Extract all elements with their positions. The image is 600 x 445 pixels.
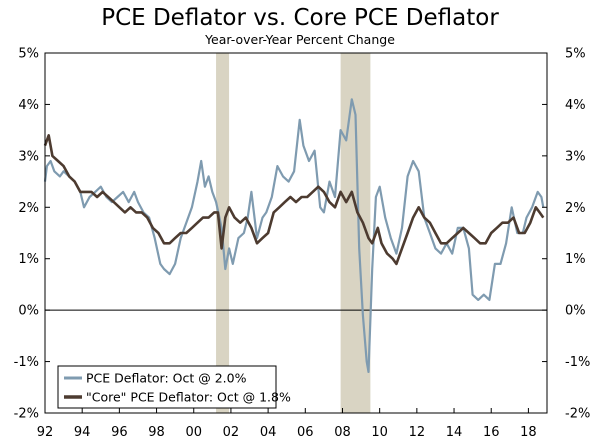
- y-tick-label-left: -1%: [14, 355, 39, 370]
- chart-title: PCE Deflator vs. Core PCE Deflator: [101, 5, 499, 31]
- x-tick-label: 14: [446, 425, 463, 440]
- x-tick-label: 00: [185, 425, 202, 440]
- y-tick-label-left: 4%: [18, 98, 39, 113]
- chart-subtitle: Year-over-Year Percent Change: [205, 32, 395, 47]
- y-tick-label-right: 2%: [565, 201, 586, 216]
- x-tick-label: 92: [37, 425, 54, 440]
- x-tick-label: 02: [223, 425, 240, 440]
- y-tick-label-left: 0%: [18, 304, 39, 319]
- x-tick-label: 08: [334, 425, 351, 440]
- pce-deflator-line: [43, 98, 545, 373]
- x-tick-label: 06: [297, 425, 314, 440]
- y-tick-label-right: 5%: [565, 47, 586, 62]
- x-tick-label: 10: [371, 425, 388, 440]
- y-tick-label-right: -2%: [565, 407, 590, 422]
- y-tick-label-left: 2%: [18, 201, 39, 216]
- y-tick-label-right: 3%: [565, 149, 586, 164]
- legend-box: [57, 365, 277, 409]
- y-tick-label-right: 4%: [565, 98, 586, 113]
- y-tick-label-left: 5%: [18, 47, 39, 62]
- y-tick-label-left: -2%: [14, 407, 39, 422]
- x-tick-label: 12: [409, 425, 426, 440]
- x-tick-label: 18: [520, 425, 537, 440]
- x-tick-label: 96: [111, 425, 128, 440]
- legend-label: PCE Deflator: Oct @ 2.0%: [86, 371, 247, 386]
- x-tick-label: 16: [483, 425, 500, 440]
- y-tick-label-left: 1%: [18, 252, 39, 267]
- x-tick-label: 98: [148, 425, 165, 440]
- y-tick-label-right: -1%: [565, 355, 590, 370]
- legend-label: "Core" PCE Deflator: Oct @ 1.8%: [86, 390, 291, 405]
- y-tick-label-left: 3%: [18, 149, 39, 164]
- x-tick-label: 04: [260, 425, 277, 440]
- plot-frame: [44, 52, 548, 414]
- y-tick-label-right: 1%: [565, 252, 586, 267]
- y-tick-label-right: 0%: [565, 304, 586, 319]
- core-pce-deflator-line: [43, 134, 545, 266]
- x-tick-label: 94: [74, 425, 91, 440]
- legend: PCE Deflator: Oct @ 2.0% "Core" PCE Defla…: [57, 365, 291, 409]
